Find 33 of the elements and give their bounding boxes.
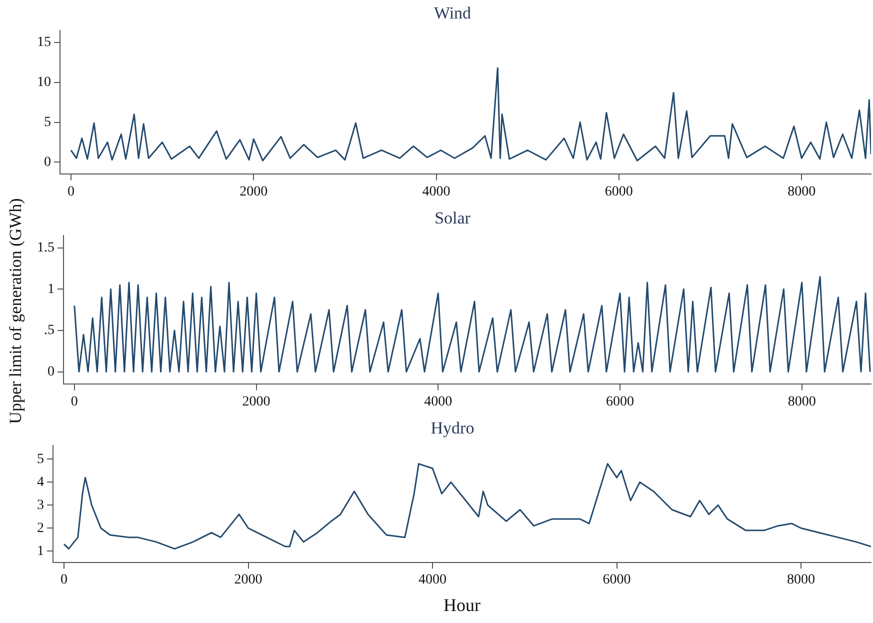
chart-title: Solar — [434, 208, 471, 228]
y-tick-label: 1.5 — [37, 240, 54, 256]
y-tick-label: 2 — [37, 520, 44, 536]
x-tick-label: 4000 — [422, 184, 450, 200]
y-tick-label: 1 — [48, 282, 54, 297]
y-tick-label: 15 — [37, 35, 51, 50]
x-tick-label: 8000 — [788, 394, 816, 410]
y-tick-label: 3 — [37, 498, 44, 513]
x-tick-label: 2000 — [242, 394, 270, 410]
chart-title: Wind — [434, 4, 472, 23]
y-tick-label: .5 — [44, 323, 54, 338]
x-tick-label: 6000 — [604, 184, 633, 200]
x-tick-label: 6000 — [606, 394, 634, 410]
x-tick-label: 2000 — [240, 184, 268, 200]
y-tick-label: 4 — [37, 474, 44, 490]
y-tick-label: 0 — [44, 154, 51, 170]
x-tick-label: 0 — [67, 184, 74, 200]
chart-title: Hydro — [430, 418, 474, 438]
x-tick-label: 8000 — [788, 184, 816, 200]
y-tick-label: 5 — [37, 452, 44, 467]
y-tick-label: 5 — [44, 114, 51, 130]
x-tick-label: 8000 — [786, 572, 815, 588]
x-axis-title: Hour — [444, 594, 480, 615]
x-tick-label: 0 — [60, 572, 68, 588]
x-tick-label: 6000 — [602, 572, 631, 588]
y-tick-label: 10 — [37, 75, 51, 90]
x-tick-label: 4000 — [418, 572, 447, 588]
y-axis-title: Upper limit of generation (GWh) — [6, 198, 26, 424]
x-tick-label: 4000 — [424, 394, 452, 410]
y-tick-label: 0 — [48, 364, 54, 380]
x-tick-label: 2000 — [234, 572, 262, 588]
x-tick-label: 0 — [70, 394, 78, 410]
y-tick-label: 1 — [37, 544, 44, 559]
